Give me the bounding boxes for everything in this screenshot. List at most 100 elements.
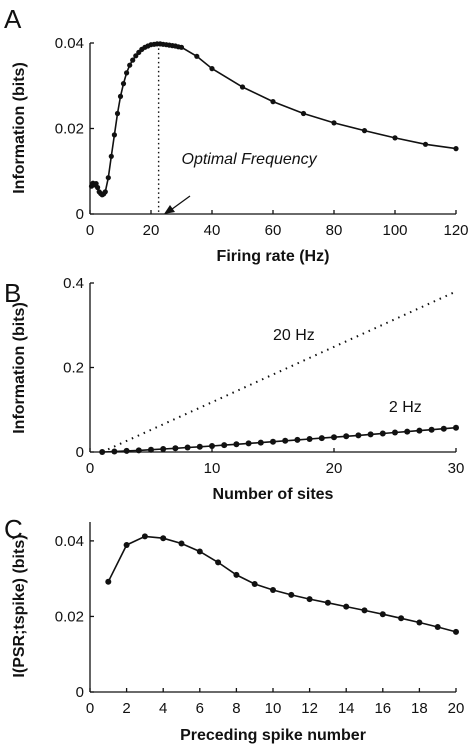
x-axis-label: Firing rate (Hz) bbox=[217, 248, 330, 265]
x-tick-label: 80 bbox=[326, 222, 343, 239]
series-line bbox=[90, 43, 457, 196]
data-point bbox=[245, 440, 252, 447]
y-tick-label: 0.02 bbox=[55, 121, 84, 138]
data-point bbox=[111, 132, 117, 138]
plot-area bbox=[99, 290, 459, 455]
data-point bbox=[184, 444, 191, 451]
data-point bbox=[294, 436, 301, 443]
y-axis-label: Information (bits) bbox=[11, 302, 28, 434]
data-point bbox=[95, 184, 101, 191]
y-axis-label: Information (bits) bbox=[11, 62, 28, 194]
x-tick-label: 10 bbox=[265, 700, 282, 717]
x-axis-label: Number of sites bbox=[213, 486, 334, 503]
data-point bbox=[93, 181, 99, 187]
data-point bbox=[379, 611, 386, 618]
data-point bbox=[440, 425, 447, 432]
data-point bbox=[422, 141, 429, 147]
data-point bbox=[355, 432, 362, 439]
data-point bbox=[404, 428, 411, 435]
data-point bbox=[379, 430, 386, 437]
data-point bbox=[300, 110, 307, 117]
data-point bbox=[105, 175, 111, 181]
data-point bbox=[318, 435, 325, 442]
data-point bbox=[123, 447, 130, 454]
data-point bbox=[123, 542, 130, 548]
x-ticks: 0 10 20 30 bbox=[86, 448, 465, 477]
data-point bbox=[209, 443, 215, 449]
data-point bbox=[392, 429, 398, 436]
data-point bbox=[434, 624, 441, 630]
data-point bbox=[133, 53, 139, 59]
x-tick-label: 120 bbox=[443, 222, 468, 239]
y-tick-label: 0.2 bbox=[63, 360, 84, 377]
data-point bbox=[416, 427, 423, 434]
data-point bbox=[117, 93, 124, 99]
data-point bbox=[124, 70, 130, 76]
x-tick-label: 0 bbox=[86, 460, 94, 477]
data-point bbox=[127, 62, 133, 68]
y-ticks: 0 0.2 0.4 bbox=[63, 275, 94, 461]
x-tick-label: 2 bbox=[122, 700, 130, 717]
data-point bbox=[102, 189, 108, 195]
annotation-arrowhead bbox=[164, 205, 175, 214]
data-point bbox=[343, 603, 350, 610]
x-tick-label: 10 bbox=[204, 460, 221, 477]
y-ticks: 0 0.02 0.04 bbox=[55, 35, 94, 223]
data-point bbox=[453, 146, 459, 152]
y-tick-label: 0 bbox=[76, 444, 84, 461]
x-tick-label: 0 bbox=[86, 222, 94, 239]
x-tick-label: 20 bbox=[448, 700, 465, 717]
data-point bbox=[257, 439, 264, 446]
data-point bbox=[398, 615, 405, 622]
x-tick-label: 18 bbox=[411, 700, 428, 717]
data-point bbox=[215, 559, 222, 566]
data-point bbox=[324, 599, 331, 606]
data-point bbox=[233, 571, 240, 578]
x-tick-label: 4 bbox=[159, 700, 167, 717]
x-tick-label: 14 bbox=[338, 700, 355, 717]
data-point bbox=[194, 53, 200, 59]
data-point bbox=[148, 446, 154, 453]
data-point bbox=[282, 437, 289, 444]
data-point bbox=[428, 426, 435, 433]
x-tick-label: 0 bbox=[86, 700, 94, 717]
data-point bbox=[196, 443, 203, 450]
x-tick-label: 20 bbox=[143, 222, 160, 239]
annotation-20hz: 20 Hz bbox=[273, 327, 315, 344]
data-point bbox=[141, 533, 148, 540]
data-point bbox=[270, 587, 276, 593]
panel-letter: B bbox=[4, 278, 21, 308]
data-point bbox=[453, 628, 459, 635]
data-point bbox=[343, 433, 350, 440]
plot-area bbox=[88, 41, 459, 198]
data-point bbox=[306, 436, 313, 442]
data-point bbox=[367, 431, 374, 438]
data-point bbox=[361, 128, 368, 134]
x-tick-label: 40 bbox=[204, 222, 221, 239]
data-point bbox=[306, 596, 313, 603]
y-axis-label: I(PSR;tspike) (bits) bbox=[11, 534, 28, 677]
x-tick-label: 30 bbox=[448, 460, 465, 477]
y-tick-label: 0 bbox=[76, 206, 84, 223]
data-point bbox=[108, 153, 114, 159]
data-point bbox=[196, 548, 203, 555]
data-point bbox=[130, 57, 136, 63]
x-ticks: 0 20 40 60 80 100 120 bbox=[86, 210, 469, 239]
data-point bbox=[221, 442, 228, 449]
panel-b: B 20 Hz 2 Hz 0 10 20 30 0 0.2 0.4 Number of s… bbox=[4, 275, 464, 503]
y-tick-label: 0.4 bbox=[63, 275, 84, 292]
data-point bbox=[160, 446, 167, 452]
data-point bbox=[270, 438, 276, 445]
data-point bbox=[251, 581, 258, 587]
data-point bbox=[416, 619, 423, 626]
y-tick-label: 0.04 bbox=[55, 533, 84, 550]
x-ticks: 0 2 4 6 8 10 12 14 16 18 20 bbox=[86, 688, 465, 717]
panel-letter: A bbox=[4, 4, 22, 34]
data-point bbox=[392, 135, 398, 141]
data-point bbox=[160, 535, 167, 542]
data-point bbox=[209, 66, 215, 72]
x-tick-label: 60 bbox=[265, 222, 282, 239]
y-tick-label: 0 bbox=[76, 684, 84, 701]
series-line bbox=[107, 535, 457, 633]
